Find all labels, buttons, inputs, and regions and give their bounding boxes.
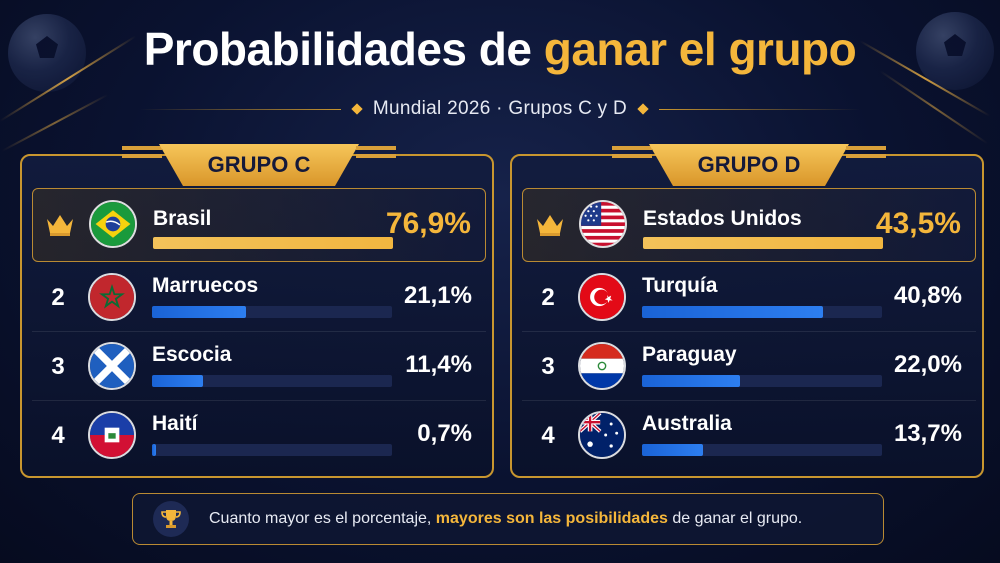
paraguay-flag-icon [578,342,626,390]
probability-bar-fill [642,306,824,318]
team-percentage: 76,9% [385,207,471,240]
soccer-ball-decoration [916,12,994,90]
divider-line [140,108,341,110]
group-label: GRUPO C [159,144,359,186]
divider-line [659,108,860,110]
diamond-icon [637,103,649,115]
team-row: 4 Australia 13,7% [522,402,976,470]
team-rank: 2 [51,284,65,311]
probability-bar-fill [153,237,393,249]
team-percentage: 22,0% [893,351,962,378]
title-main: Probabilidades de [143,23,532,75]
group-c-panel: GRUPO C Brasil 76,9% 2 Marruecos 21,1% 3… [20,144,494,478]
team-row: 2 Marruecos 21,1% [32,264,486,332]
group-d-panel: GRUPO D Estados Unidos 43,5% 2 Turquía 4… [510,144,984,478]
wing-decoration [122,146,162,166]
team-rank: 4 [51,422,65,449]
team-name: Haití [152,412,198,435]
footer-text-end: de ganar el grupo. [672,510,803,527]
team-percentage: 43,5% [875,207,961,240]
probability-bar-fill [152,375,203,387]
team-name: Australia [642,412,732,435]
group-label: GRUPO D [649,144,849,186]
subtitle: Mundial 2026 · Grupos C y D [372,98,628,119]
team-percentage: 13,7% [893,420,962,447]
diamond-icon [351,103,363,115]
probability-bar-track [643,237,883,249]
probability-bar-track [642,306,882,318]
brazil-flag-icon [89,200,137,248]
footer-text-start: Cuanto mayor es el porcentaje, [209,510,432,527]
team-percentage: 21,1% [403,282,472,309]
wing-decoration [356,146,396,166]
team-rank: 3 [541,353,555,380]
team-percentage: 40,8% [893,282,962,309]
haiti-flag-icon [88,411,136,459]
team-name: Escocia [152,343,232,366]
team-row: 3 Paraguay 22,0% [522,333,976,401]
light-streak [1,93,109,152]
probability-bar-fill [643,237,883,249]
team-name: Paraguay [642,343,737,366]
probability-bar-fill [152,444,156,456]
team-row: 3 Escocia 11,4% [32,333,486,401]
probability-bar-track [152,444,392,456]
page-title: Probabilidades de ganar el grupo [0,22,1000,76]
probability-bar-track [152,306,392,318]
scotland-flag-icon [88,342,136,390]
team-row: 2 Turquía 40,8% [522,264,976,332]
team-name: Brasil [153,207,212,230]
team-name: Marruecos [152,274,259,297]
probability-bar-fill [152,306,246,318]
team-row-leader: Estados Unidos 43,5% [522,188,976,262]
team-percentage: 0,7% [417,420,472,447]
team-name: Estados Unidos [643,207,802,230]
footer-note: Cuanto mayor es el porcentaje, mayores s… [132,493,884,545]
probability-bar-fill [642,375,740,387]
soccer-ball-decoration [8,14,86,92]
team-rank: 3 [51,353,65,380]
crown-icon [537,215,563,236]
wing-decoration [612,146,652,166]
team-percentage: 11,4% [405,351,472,378]
probability-bar-fill [642,444,703,456]
footer-text-highlight: mayores son las posibilidades [435,510,668,527]
probability-bar-track [152,375,392,387]
probability-bar-track [153,237,393,249]
team-name: Turquía [642,274,718,297]
team-rank: 2 [541,284,555,311]
australia-flag-icon [578,411,626,459]
probability-bar-track [642,444,882,456]
crown-icon [47,215,73,236]
wing-decoration [846,146,886,166]
trophy-icon [153,501,189,537]
team-row: 4 Haití 0,7% [32,402,486,470]
usa-flag-icon [579,200,627,248]
probability-bar-track [642,375,882,387]
morocco-flag-icon [88,273,136,321]
title-highlight: ganar el grupo [543,23,857,75]
team-rank: 4 [541,422,555,449]
subtitle-row: Mundial 2026 · Grupos C y D [140,96,860,122]
team-row-leader: Brasil 76,9% [32,188,486,262]
footer-text: Cuanto mayor es el porcentaje, mayores s… [209,510,802,528]
turkey-flag-icon [578,273,626,321]
